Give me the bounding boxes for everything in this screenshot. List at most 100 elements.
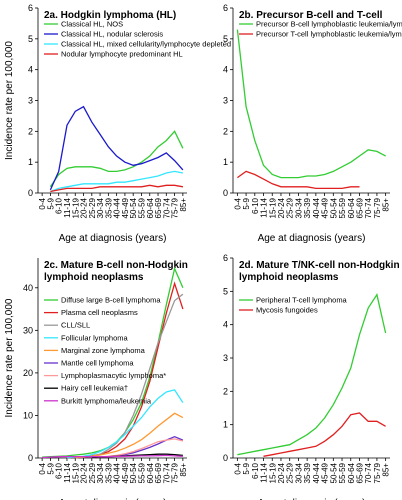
x-tick-label: 85+ (179, 198, 188, 212)
y-tick-label: 0 (28, 188, 33, 198)
x-axis-label: Age at diagnosis (years) (258, 498, 366, 500)
legend-label: Diffuse large B-cell lymphoma (61, 296, 161, 305)
y-tick-label: 10 (23, 410, 33, 420)
x-tick-label: 60-64 (347, 462, 356, 483)
legend-label: Plasma cell neoplasms (61, 308, 138, 317)
y-tick-label: 40 (23, 283, 33, 293)
x-tick-label: 0-4 (233, 197, 242, 209)
x-tick-label: 20-24 (277, 197, 286, 218)
x-tick-label: 6-10 (251, 462, 260, 479)
x-tick-label: 45-49 (321, 197, 330, 218)
x-tick-label: 65-69 (154, 462, 163, 483)
y-tick-label: 5 (28, 34, 33, 44)
y-tick-label: 3 (223, 353, 228, 363)
x-tick-label: 5-9 (242, 197, 251, 209)
y-tick-label: 0 (223, 188, 228, 198)
x-tick-label: 85+ (179, 463, 188, 477)
legend-label: Precursor T-cell lymphoblastic leukemia/… (256, 30, 402, 39)
panel-title: lymphoid neoplasms (44, 272, 144, 283)
x-tick-label: 6-10 (55, 462, 64, 479)
x-tick-label: 75-79 (171, 197, 180, 218)
x-axis-label: Age at diagnosis (years) (59, 233, 167, 244)
y-tick-label: 3 (28, 96, 33, 106)
y-tick-label: 2 (223, 386, 228, 396)
x-tick-label: 15-19 (71, 197, 80, 218)
x-tick-label: 30-34 (294, 462, 303, 483)
y-tick-label: 2 (223, 126, 228, 136)
series-line (49, 105, 184, 191)
x-tick-label: 50-54 (129, 197, 138, 218)
x-tick-label: 70-74 (364, 462, 373, 483)
x-tick-label: 45-49 (321, 462, 330, 483)
legend-label: Nodular lymphocyte predominant HL (61, 50, 183, 59)
y-tick-label: 6 (223, 3, 228, 13)
x-tick-label: 50-54 (329, 462, 338, 483)
y-tick-label: 6 (223, 253, 228, 263)
x-tick-label: 25-29 (286, 197, 295, 218)
x-tick-label: 5-9 (46, 197, 55, 209)
x-tick-label: 85+ (382, 463, 391, 477)
x-tick-label: 11-14 (63, 462, 72, 482)
legend-label: CLL/SLL (61, 321, 90, 330)
x-tick-label: 0-4 (38, 197, 47, 209)
x-tick-label: 55-59 (137, 462, 146, 483)
legend-label: Classical HL, NOS (61, 20, 123, 29)
legend-label: Mantle cell lymphoma (61, 359, 134, 368)
legend-label: Peripheral T-cell lymphoma (256, 296, 348, 305)
series-line (49, 130, 184, 188)
x-tick-label: 65-69 (355, 197, 364, 218)
y-tick-label: 6 (28, 3, 33, 13)
x-tick-label: 20-24 (277, 462, 286, 483)
series-line (75, 412, 184, 459)
x-tick-label: 35-39 (303, 462, 312, 483)
y-tick-label: 5 (223, 286, 228, 296)
x-tick-label: 55-59 (137, 197, 146, 218)
series-line (66, 389, 184, 459)
panel-title: 2c. Mature B-cell non-Hodgkin (44, 260, 188, 271)
y-tick-label: 5 (223, 34, 228, 44)
y-tick-label: 4 (223, 320, 228, 330)
x-tick-label: 55-59 (338, 197, 347, 218)
y-tick-label: 30 (23, 325, 33, 335)
x-tick-label: 15-19 (268, 197, 277, 218)
x-tick-label: 40-44 (312, 197, 321, 218)
x-tick-label: 70-74 (162, 462, 171, 483)
y-tick-label: 1 (223, 420, 228, 430)
y-tick-label: 1 (28, 157, 33, 167)
x-axis-label: Age at diagnosis (years) (59, 498, 167, 500)
legend-label: Classical HL, mixed cellularity/lymphocy… (61, 40, 231, 49)
legend-label: Burkitt lymphoma/leukemia (61, 396, 152, 405)
x-tick-label: 40-44 (113, 462, 122, 483)
x-tick-label: 60-64 (146, 197, 155, 218)
x-tick-label: 20-24 (80, 462, 89, 483)
x-tick-label: 6-10 (251, 197, 260, 214)
x-tick-label: 5-9 (242, 462, 251, 474)
panel-title: 2d. Mature T/NK-cell non-Hodgkin (239, 260, 400, 271)
x-tick-label: 35-39 (104, 462, 113, 483)
y-tick-label: 0 (28, 453, 33, 463)
x-tick-label: 11-14 (63, 197, 72, 217)
x-tick-label: 35-39 (104, 197, 113, 218)
x-tick-label: 75-79 (373, 462, 382, 483)
x-tick-label: 35-39 (303, 197, 312, 218)
x-tick-label: 15-19 (268, 462, 277, 483)
y-axis-label: Incidence rate per 100,000 (4, 41, 15, 160)
panel-title: 2a. Hodgkin lymphoma (HL) (44, 10, 176, 21)
x-tick-label: 0-4 (233, 462, 242, 474)
series-line (237, 293, 387, 456)
x-tick-label: 40-44 (113, 197, 122, 218)
x-tick-label: 75-79 (171, 462, 180, 483)
x-tick-label: 25-29 (88, 462, 97, 483)
x-tick-label: 25-29 (286, 462, 295, 483)
x-tick-label: 55-59 (338, 462, 347, 483)
x-tick-label: 85+ (382, 198, 391, 212)
y-tick-label: 20 (23, 368, 33, 378)
x-tick-label: 45-49 (121, 462, 130, 483)
x-tick-label: 50-54 (129, 462, 138, 483)
legend-label: Mycosis fungoides (256, 306, 318, 315)
x-tick-label: 20-24 (80, 197, 89, 218)
y-tick-label: 1 (223, 157, 228, 167)
x-tick-label: 70-74 (364, 197, 373, 218)
x-tick-label: 75-79 (373, 197, 382, 218)
